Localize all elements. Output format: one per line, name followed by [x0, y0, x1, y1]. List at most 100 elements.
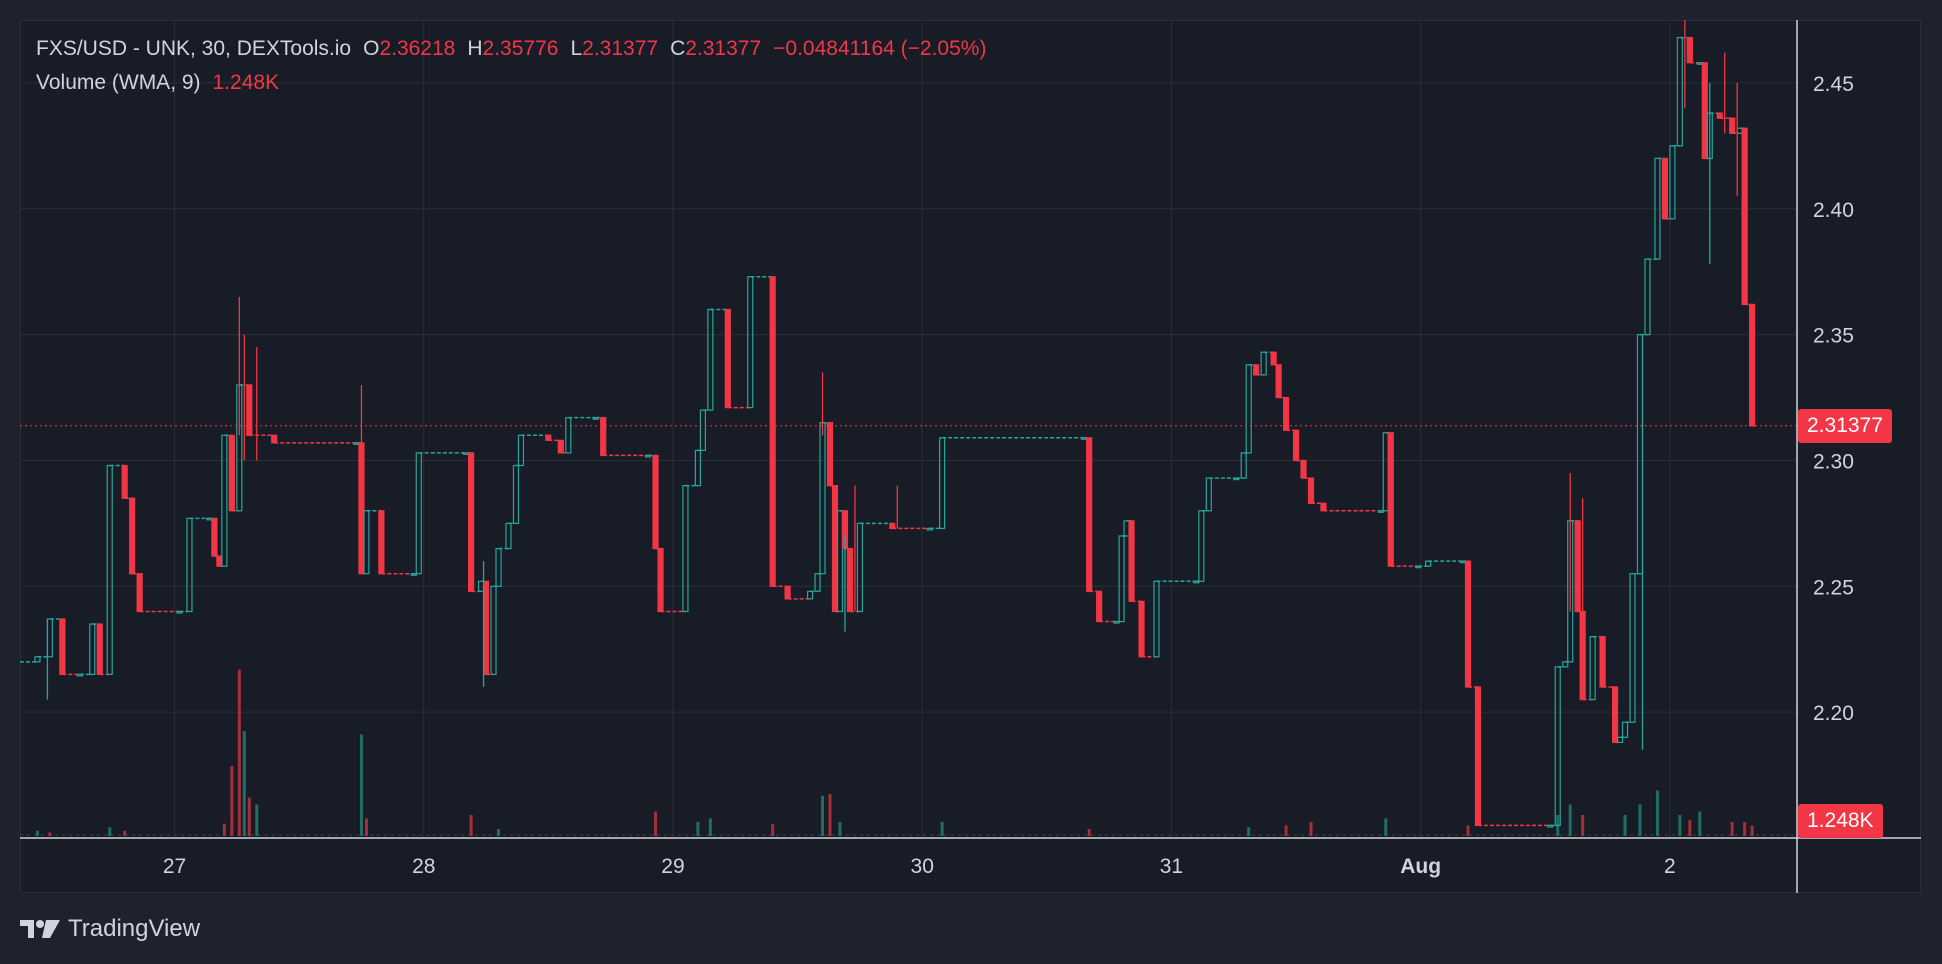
volume-bar: [940, 822, 944, 836]
volume-bar: [1730, 822, 1734, 836]
candle-body: [1701, 62, 1708, 160]
candle-body: [1240, 452, 1247, 479]
candle-body: [826, 422, 834, 487]
candle-body: [378, 510, 385, 575]
candle-body: [1636, 334, 1644, 575]
candle-body: [1599, 636, 1606, 688]
volume-bar: [1466, 825, 1470, 836]
candle-body: [1382, 432, 1389, 512]
candle-body: [1574, 520, 1581, 613]
last-price-badge: 2.31377: [1798, 408, 1892, 443]
candle-body: [939, 437, 946, 530]
candle-body: [1198, 510, 1205, 582]
candle-body: [806, 590, 814, 600]
y-tick-label: 2.35: [1813, 325, 1854, 348]
tradingview-brand: TradingView: [68, 915, 201, 942]
candle-body: [1292, 429, 1300, 462]
volume-bar: [497, 829, 501, 836]
volume-bar: [469, 815, 473, 836]
volume-bar: [654, 811, 658, 836]
low-value: 2.31377: [582, 37, 659, 60]
candle-body: [724, 308, 731, 409]
symbol-label[interactable]: FXS/USD - UNK, 30, DEXTools.io: [36, 37, 352, 60]
candle-body: [1669, 145, 1676, 220]
candle-body: [46, 618, 54, 658]
volume-bar: [1384, 818, 1388, 836]
candle-body: [505, 522, 512, 550]
candle-body: [216, 555, 223, 567]
candle-body: [600, 417, 607, 457]
candle-body: [1275, 364, 1282, 399]
candle-body: [96, 623, 103, 675]
volume-bar: [230, 766, 234, 836]
candle-body: [1096, 590, 1103, 623]
x-tick-label: 28: [412, 855, 435, 878]
candle-body: [1661, 157, 1669, 220]
candle-body: [707, 308, 714, 411]
x-tick-label: 29: [661, 855, 684, 878]
y-tick-label: 2.25: [1813, 576, 1854, 599]
candle-body: [246, 384, 253, 436]
ohlc-legend: FXS/USD - UNK, 30, DEXTools.io O 2.36218…: [36, 37, 986, 61]
candle-body: [211, 517, 218, 557]
candle-body: [1686, 37, 1693, 64]
candle-body: [228, 434, 235, 512]
candle-body: [1611, 686, 1619, 743]
candle-body: [1205, 477, 1212, 512]
candle-body: [1554, 666, 1561, 827]
candle-body: [1118, 535, 1125, 623]
grid-lines: [20, 20, 1797, 838]
volume-bar: [771, 823, 775, 836]
candle-body: [814, 573, 821, 592]
volume-bar: [247, 797, 251, 836]
candle-body: [1086, 437, 1093, 592]
candle-body: [1621, 721, 1629, 738]
volume-bar: [364, 818, 368, 836]
tradingview-footer[interactable]: TradingView: [20, 915, 200, 943]
close-value: 2.31377: [685, 37, 762, 60]
volume-value: 1.248K: [212, 71, 280, 94]
candle-body: [1245, 364, 1252, 454]
volume-bars: [20, 669, 1797, 836]
volume-legend: Volume (WMA, 9) 1.248K: [36, 71, 279, 95]
volume-bar: [1678, 815, 1682, 836]
candle-body: [1729, 117, 1736, 134]
volume-bar: [1568, 804, 1572, 836]
candle-body: [106, 464, 113, 676]
candle-body: [490, 585, 497, 675]
candle-body: [682, 485, 689, 613]
candle-body: [1253, 364, 1260, 376]
candle-body: [652, 454, 659, 550]
candle-body: [1307, 477, 1315, 504]
volume-bar: [1284, 825, 1288, 836]
volume-bar: [1638, 804, 1642, 836]
candle-body: [129, 497, 136, 575]
volume-bar: [821, 795, 825, 836]
volume-bar: [359, 734, 363, 836]
candle-body: [1474, 686, 1482, 827]
y-tick-label: 2.40: [1813, 199, 1854, 222]
price-candles: [20, 20, 1758, 828]
candle-body: [1616, 736, 1624, 743]
candle-body: [1425, 560, 1432, 567]
candle-body: [1562, 661, 1569, 668]
candle-body: [482, 580, 490, 676]
candle-body: [121, 464, 128, 499]
high-value: 2.35776: [482, 37, 559, 60]
volume-bar: [237, 669, 241, 836]
volume-bar: [1750, 825, 1754, 836]
candle-body: [34, 656, 41, 663]
candle-body: [1138, 600, 1145, 658]
y-tick-label: 2.20: [1813, 702, 1854, 725]
volume-bar: [255, 804, 259, 836]
candle-body: [1128, 520, 1135, 603]
volume-label[interactable]: Volume (WMA, 9): [36, 71, 201, 94]
y-tick-label: 2.45: [1813, 73, 1854, 96]
open-value: 2.36218: [379, 37, 456, 60]
volume-bar: [838, 822, 842, 836]
chart-frame[interactable]: [20, 20, 1921, 893]
low-label: L: [570, 37, 583, 60]
volume-bar: [1309, 822, 1313, 836]
volume-bar: [1655, 790, 1659, 836]
